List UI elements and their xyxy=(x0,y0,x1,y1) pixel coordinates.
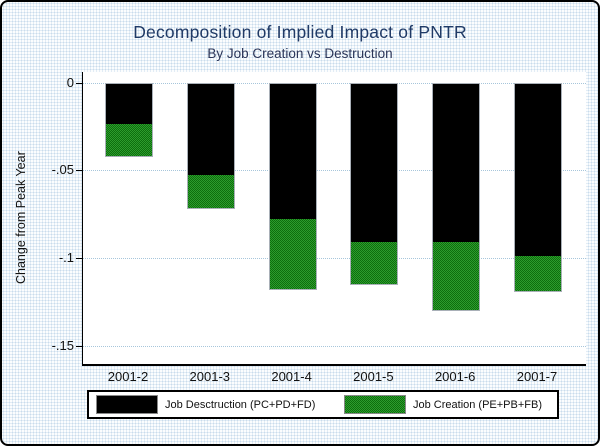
legend-label-destruction: Job Desctruction (PC+PD+FD) xyxy=(165,398,316,411)
bar-segment-destruction xyxy=(269,83,316,219)
bar-stack-2001-6 xyxy=(432,82,481,311)
gridline xyxy=(83,170,586,172)
bar-stack-2001-3 xyxy=(186,82,235,210)
bar-stack-2001-2 xyxy=(105,82,153,157)
x-tick-label: 2001-6 xyxy=(434,369,476,384)
bar-stack-2001-4 xyxy=(268,82,317,290)
y-tick-label: -.1 xyxy=(58,250,74,266)
y-tick-mark xyxy=(76,345,82,347)
bar-segment-creation xyxy=(433,241,480,310)
legend-label-creation: Job Creation (PE+PB+FB) xyxy=(413,398,543,411)
y-axis-title: Change from Peak Year xyxy=(14,151,28,285)
bar-segment-creation xyxy=(515,255,561,291)
legend-item-creation: Job Creation (PE+PB+FB) xyxy=(344,392,542,417)
bar-segment-destruction xyxy=(106,83,152,124)
bar-segment-creation xyxy=(106,123,152,156)
y-tick-label: -.05 xyxy=(51,162,74,178)
chart-title: Decomposition of Implied Impact of PNTR xyxy=(133,22,467,42)
bar-segment-creation xyxy=(351,241,398,284)
bar-segment-creation xyxy=(187,174,234,209)
bar-stack-2001-5 xyxy=(350,82,399,285)
y-tick-mark xyxy=(76,258,82,260)
chart-subtitle: By Job Creation vs Destruction xyxy=(207,46,393,61)
bar-segment-creation xyxy=(269,218,316,289)
bar-segment-destruction xyxy=(187,83,234,175)
legend-box: Job Desctruction (PC+PD+FD) Job Creation… xyxy=(87,390,559,419)
x-tick-label: 2001-2 xyxy=(107,369,149,384)
bar-segment-destruction xyxy=(351,83,398,242)
y-tick-mark xyxy=(76,82,82,84)
legend-swatch-destruction xyxy=(96,395,158,414)
x-tick-label: 2001-3 xyxy=(189,369,231,384)
x-tick-label: 2001-4 xyxy=(271,369,312,384)
y-tick-label: 0 xyxy=(66,74,74,90)
bar-segment-destruction xyxy=(515,83,561,256)
gridline xyxy=(83,345,586,347)
plot-area xyxy=(82,72,586,366)
gridline xyxy=(83,82,586,84)
y-tick-label: -.15 xyxy=(51,337,74,353)
x-tick-label: 2001-5 xyxy=(353,369,394,384)
legend-swatch-creation xyxy=(344,395,406,414)
y-tick-mark xyxy=(76,170,82,172)
legend-item-destruction: Job Desctruction (PC+PD+FD) xyxy=(96,392,315,417)
gridline xyxy=(83,258,586,260)
bar-segment-destruction xyxy=(433,83,480,242)
x-tick-label: 2001-7 xyxy=(516,369,558,384)
bar-stack-2001-7 xyxy=(514,82,562,292)
